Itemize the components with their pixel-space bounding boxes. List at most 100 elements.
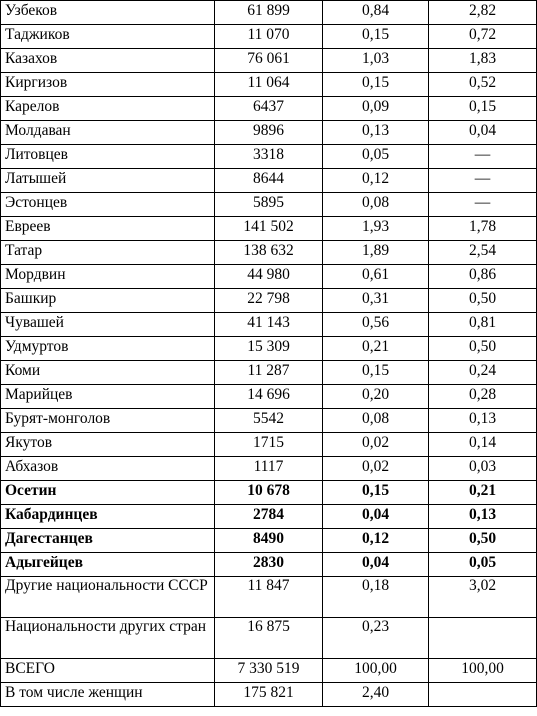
ratio-cell: 0,50	[428, 528, 537, 553]
nationality-cell: Дагестанцев	[0, 528, 215, 553]
percent-cell: 2,40	[322, 682, 429, 707]
count-cell: 10 678	[214, 480, 323, 505]
percent-cell: 100,00	[322, 658, 429, 683]
percent-cell: 0,31	[322, 288, 429, 313]
ratio-cell: 2,82	[428, 0, 537, 25]
ratio-cell: 0,52	[428, 72, 537, 97]
count-cell: 7 330 519	[214, 658, 323, 683]
percent-cell: 1,03	[322, 48, 429, 73]
percent-cell: 0,15	[322, 360, 429, 385]
percent-cell: 0,05	[322, 144, 429, 169]
table-row: Якутов 1715 0,02 0,14	[0, 432, 537, 457]
percent-cell: 0,12	[322, 528, 429, 553]
count-cell: 8644	[214, 168, 323, 193]
count-cell: 44 980	[214, 264, 323, 289]
table-row: Абхазов 1117 0,02 0,03	[0, 456, 537, 481]
nationality-cell: Киргизов	[0, 72, 215, 97]
table-row: Молдаван 9896 0,13 0,04	[0, 120, 537, 145]
nationality-cell: Осетин	[0, 480, 215, 505]
ratio-cell: 0,15	[428, 96, 537, 121]
nationality-cell: Удмуртов	[0, 336, 215, 361]
nationality-cell: ВСЕГО	[0, 658, 215, 683]
table-row: Карелов 6437 0,09 0,15	[0, 96, 537, 121]
nationality-cell: Марийцев	[0, 384, 215, 409]
percent-cell: 1,89	[322, 240, 429, 265]
table-row: Марийцев 14 696 0,20 0,28	[0, 384, 537, 409]
table-row: Бурят-монголов 5542 0,08 0,13	[0, 408, 537, 433]
count-cell: 2784	[214, 504, 323, 529]
ratio-cell: 0,04	[428, 120, 537, 145]
nationality-cell: Казахов	[0, 48, 215, 73]
percent-cell: 0,21	[322, 336, 429, 361]
nationality-cell: Молдаван	[0, 120, 215, 145]
table-row: Дагестанцев 8490 0,12 0,50	[0, 528, 537, 553]
percent-cell: 0,02	[322, 456, 429, 481]
percent-cell: 0,15	[322, 480, 429, 505]
count-cell: 41 143	[214, 312, 323, 337]
count-cell: 5542	[214, 408, 323, 433]
ratio-cell: 0,14	[428, 432, 537, 457]
ratio-cell: 0,13	[428, 504, 537, 529]
ratio-cell: 0,24	[428, 360, 537, 385]
table-row: Башкир 22 798 0,31 0,50	[0, 288, 537, 313]
table-row: Казахов 76 061 1,03 1,83	[0, 48, 537, 73]
nationality-cell: Евреев	[0, 216, 215, 241]
count-cell: 11 070	[214, 24, 323, 49]
percent-cell: 0,09	[322, 96, 429, 121]
count-cell: 14 696	[214, 384, 323, 409]
table-row: Узбеков 61 899 0,84 2,82	[0, 0, 537, 25]
percent-cell: 0,23	[322, 617, 429, 659]
table-row: Евреев 141 502 1,93 1,78	[0, 216, 537, 241]
count-cell: 15 309	[214, 336, 323, 361]
nationality-cell: Чувашей	[0, 312, 215, 337]
count-cell: 22 798	[214, 288, 323, 313]
table-row: Латышей 8644 0,12—	[0, 168, 537, 193]
count-cell: 11 064	[214, 72, 323, 97]
table-row: Эстонцев 5895 0,08—	[0, 192, 537, 217]
count-cell: 1117	[214, 456, 323, 481]
ratio-cell	[428, 617, 537, 659]
table-row: Литовцев 3318 0,05—	[0, 144, 537, 169]
nationality-cell: Адыгейцев	[0, 552, 215, 577]
percent-cell: 0,02	[322, 432, 429, 457]
ratio-cell: 0,86	[428, 264, 537, 289]
nationality-cell: Карелов	[0, 96, 215, 121]
ratio-cell: 0,03	[428, 456, 537, 481]
percent-cell: 0,20	[322, 384, 429, 409]
nationality-cell: В том числе женщин	[0, 682, 215, 707]
nationality-cell: Литовцев	[0, 144, 215, 169]
percent-cell: 0,04	[322, 552, 429, 577]
ratio-cell: 1,78	[428, 216, 537, 241]
count-cell: 141 502	[214, 216, 323, 241]
nationality-cell: Другие национальности СССР	[0, 576, 215, 618]
nationality-cell: Узбеков	[0, 0, 215, 25]
percent-cell: 0,84	[322, 0, 429, 25]
ratio-cell: 0,05	[428, 552, 537, 577]
percent-cell: 0,08	[322, 192, 429, 217]
table-row: Коми 11 287 0,15 0,24	[0, 360, 537, 385]
percent-cell: 0,15	[322, 72, 429, 97]
nationality-cell: Коми	[0, 360, 215, 385]
percent-cell: 0,56	[322, 312, 429, 337]
count-cell: 11 287	[214, 360, 323, 385]
nationality-cell: Абхазов	[0, 456, 215, 481]
nationality-cell: Таджиков	[0, 24, 215, 49]
ratio-cell: 0,50	[428, 336, 537, 361]
count-cell: 138 632	[214, 240, 323, 265]
table-row: Другие национальности СССР 11 847 0,18 3,02	[0, 576, 537, 618]
nationality-cell: Бурят-монголов	[0, 408, 215, 433]
ratio-cell: 0,72	[428, 24, 537, 49]
table-row: Кабардинцев 2784 0,04 0,13	[0, 504, 537, 529]
count-cell: 3318	[214, 144, 323, 169]
nationality-cell: Мордвин	[0, 264, 215, 289]
table-row: Осетин 10 678 0,15 0,21	[0, 480, 537, 505]
percent-cell: 0,15	[322, 24, 429, 49]
count-cell: 2830	[214, 552, 323, 577]
ratio-cell: —	[428, 192, 537, 217]
percent-cell: 0,13	[322, 120, 429, 145]
percent-cell: 0,12	[322, 168, 429, 193]
percent-cell: 0,08	[322, 408, 429, 433]
count-cell: 8490	[214, 528, 323, 553]
count-cell: 61 899	[214, 0, 323, 25]
